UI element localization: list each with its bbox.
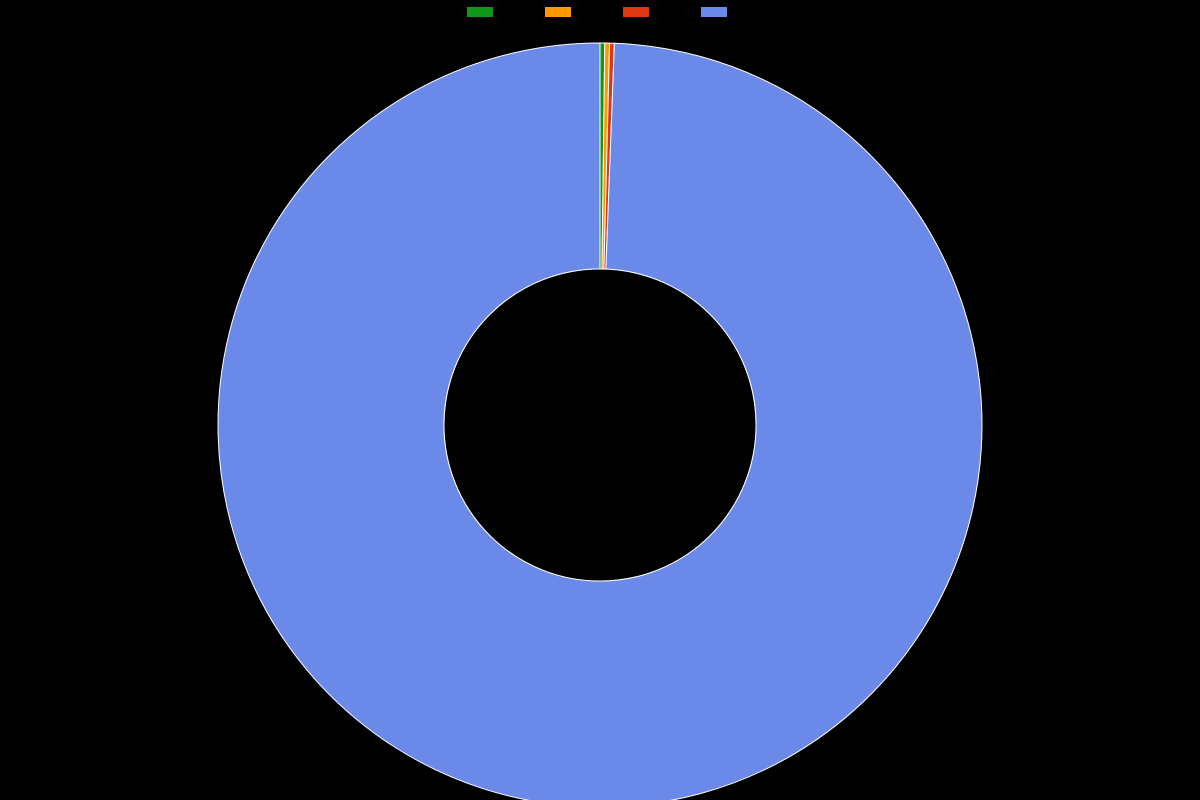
donut-hole	[444, 269, 756, 581]
page	[0, 0, 1200, 800]
donut-chart	[0, 13, 1200, 800]
donut-chart-area	[0, 26, 1200, 800]
